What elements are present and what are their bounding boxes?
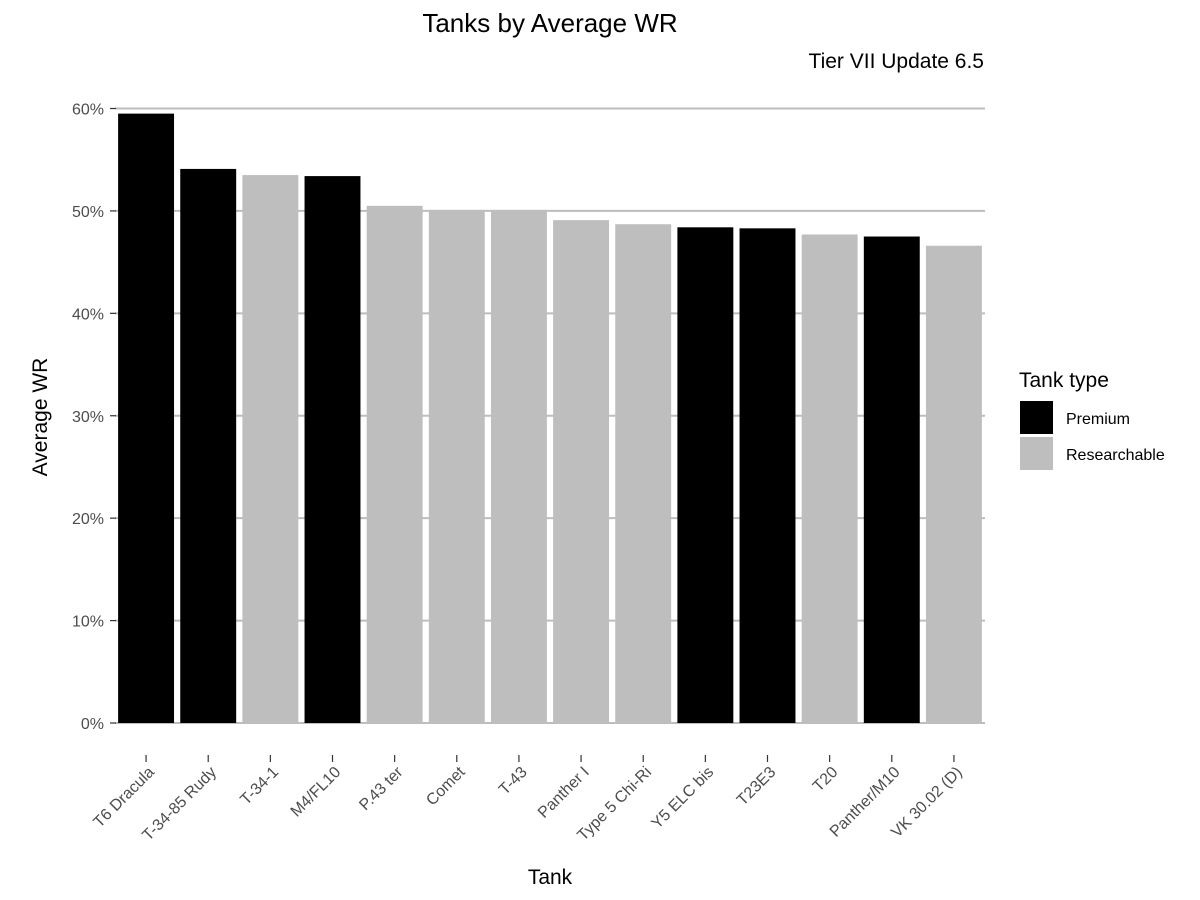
legend: Tank type Premium Researchable: [1019, 369, 1165, 470]
bar: [615, 224, 672, 723]
y-tick-label: 60%: [72, 102, 104, 119]
bar: [366, 205, 423, 723]
bar: [925, 245, 982, 723]
x-axis-title: Tank: [528, 866, 573, 889]
x-tick-label: P.43 ter: [356, 763, 407, 814]
x-tick-label: T-43: [496, 764, 531, 799]
bar: [118, 113, 175, 723]
y-tick-label: 50%: [72, 204, 104, 221]
bar: [242, 175, 299, 724]
y-axis: 0% 10% 20% 30% 40% 50% 60%: [72, 102, 116, 733]
y-tick-label: 20%: [72, 511, 104, 528]
bar: [553, 220, 610, 724]
bar: [863, 236, 920, 724]
x-tick-label: T20: [810, 764, 842, 796]
bar: [180, 168, 237, 723]
x-tick-label: T-34-1: [237, 764, 282, 809]
y-tick-label: 10%: [72, 614, 104, 631]
bar: [428, 209, 485, 723]
x-tick-label: T6 Dracula: [91, 764, 158, 831]
bar: [739, 228, 796, 723]
x-tick-label: Comet: [423, 763, 469, 809]
y-tick-label: 30%: [72, 409, 104, 426]
legend-label: Premium: [1066, 411, 1130, 428]
bars: [118, 113, 982, 724]
bar: [801, 234, 858, 723]
legend-swatch: [1020, 437, 1053, 470]
x-tick-label: T23E3: [734, 764, 779, 809]
bar: [677, 227, 734, 723]
y-tick-label: 0%: [81, 716, 104, 733]
y-tick-label: 40%: [72, 306, 104, 323]
legend-title: Tank type: [1019, 369, 1109, 392]
y-axis-title: Average WR: [29, 358, 52, 477]
bar: [490, 209, 547, 723]
chart-subtitle: Tier VII Update 6.5: [809, 50, 984, 73]
legend-label: Researchable: [1066, 447, 1165, 464]
x-tick-label: M4/FL10: [288, 764, 345, 821]
bar: [304, 176, 361, 724]
x-tick-label: Y5 ELC bis: [649, 764, 718, 833]
chart-title: Tanks by Average WR: [422, 8, 677, 38]
legend-swatch: [1020, 401, 1053, 434]
x-tick-label: Panther I: [535, 764, 593, 822]
